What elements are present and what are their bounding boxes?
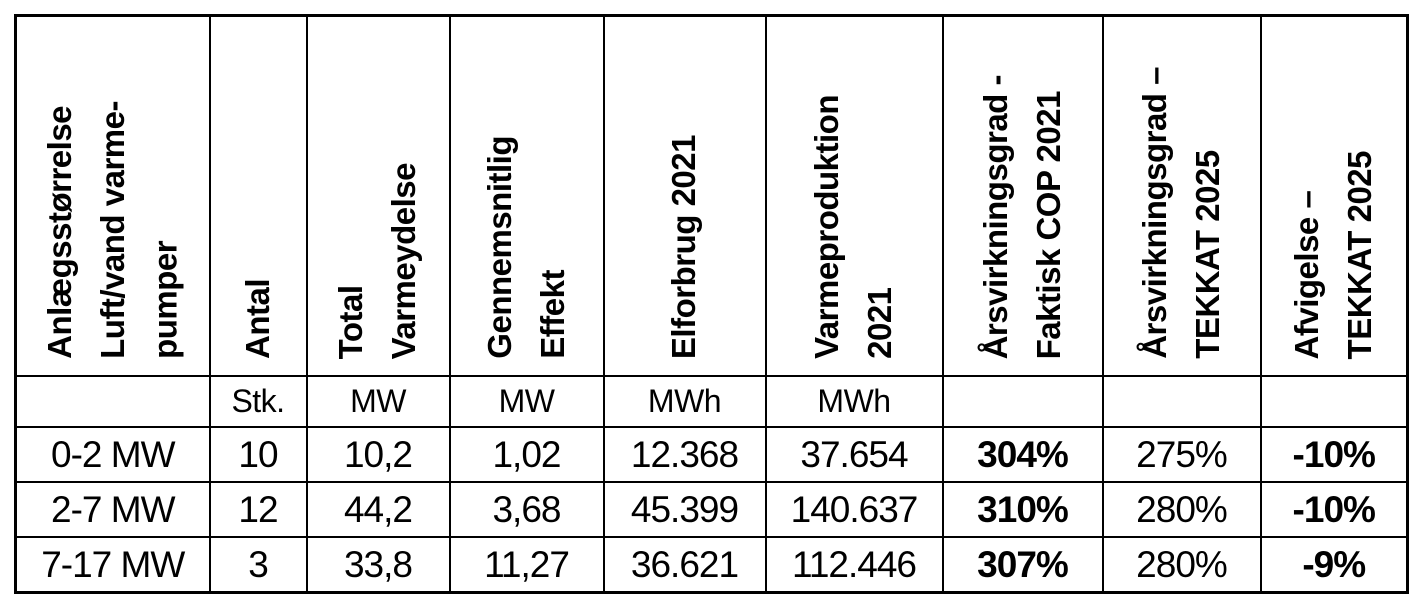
unit-cell-faktisk-cop <box>941 375 1104 428</box>
header-varmeproduktion-2021-label: Varmeproduktion 2021 <box>808 95 898 359</box>
header-aarsvirkningsgrad-faktisk-cop-2021-label: Årsvirkningsgrad - Faktisk COP 2021 <box>976 74 1067 359</box>
header-aarsvirkningsgrad-tekkat-2025: Årsvirkningsgrad – TEKKAT 2025 <box>1101 14 1262 377</box>
header-plant-size-label: Anlægsstørrelse Luft/vand varme- pumper <box>40 101 184 359</box>
unit-cell-plant-size <box>14 375 211 428</box>
cell-varmeproduktion: 140.637 <box>764 481 944 538</box>
cell-tekkat: 280% <box>1101 481 1262 538</box>
cell-total-varmeydelse: 44,2 <box>305 481 451 538</box>
unit-cell-tekkat <box>1101 375 1262 428</box>
header-aarsvirkningsgrad-tekkat-2025-label: Årsvirkningsgrad – TEKKAT 2025 <box>1135 67 1226 359</box>
header-plant-size: Anlægsstørrelse Luft/vand varme- pumper <box>14 14 211 377</box>
header-total-varmeydelse-label: Total Varmeydelse <box>332 162 422 359</box>
cell-antal: 10 <box>208 426 308 483</box>
cell-plant-size: 7-17 MW <box>14 536 211 594</box>
cell-gennemsnitlig-effekt: 1,02 <box>448 426 605 483</box>
cell-gennemsnitlig-effekt: 3,68 <box>448 481 605 538</box>
cell-afvigelse: -9% <box>1259 536 1409 594</box>
cell-antal: 12 <box>208 481 308 538</box>
units-row: Stk. MW MW MWh MWh <box>14 375 1409 428</box>
unit-cell-antal: Stk. <box>208 375 308 428</box>
data-row-2-7-mw: 2-7 MW 12 44,2 3,68 45.399 140.637 310% … <box>14 481 1409 538</box>
unit-cell-gennemsnitlig-effekt: MW <box>448 375 605 428</box>
header-row: Anlægsstørrelse Luft/vand varme- pumper … <box>14 14 1409 377</box>
unit-cell-afvigelse <box>1259 375 1409 428</box>
data-row-0-2-mw: 0-2 MW 10 10,2 1,02 12.368 37.654 304% 2… <box>14 426 1409 483</box>
cell-plant-size: 0-2 MW <box>14 426 211 483</box>
header-elforbrug-2021: Elforbrug 2021 <box>602 14 767 377</box>
header-antal-label: Antal <box>238 279 276 359</box>
cell-afvigelse: -10% <box>1259 481 1409 538</box>
cell-faktisk-cop: 307% <box>941 536 1104 594</box>
cell-elforbrug: 12.368 <box>602 426 767 483</box>
cell-elforbrug: 36.621 <box>602 536 767 594</box>
cell-varmeproduktion: 37.654 <box>764 426 944 483</box>
header-total-varmeydelse: Total Varmeydelse <box>305 14 451 377</box>
cell-tekkat: 280% <box>1101 536 1262 594</box>
cell-total-varmeydelse: 33,8 <box>305 536 451 594</box>
data-row-7-17-mw: 7-17 MW 3 33,8 11,27 36.621 112.446 307%… <box>14 536 1409 594</box>
header-afvigelse-tekkat-2025: Afvigelse – TEKKAT 2025 <box>1259 14 1409 377</box>
header-varmeproduktion-2021: Varmeproduktion 2021 <box>764 14 944 377</box>
cell-gennemsnitlig-effekt: 11,27 <box>448 536 605 594</box>
heat-pump-table: Anlægsstørrelse Luft/vand varme- pumper … <box>14 14 1409 594</box>
cell-varmeproduktion: 112.446 <box>764 536 944 594</box>
unit-cell-elforbrug: MWh <box>602 375 767 428</box>
header-gennemsnitlig-effekt: Gennemsnitlig Effekt <box>448 14 605 377</box>
header-elforbrug-2021-label: Elforbrug 2021 <box>665 134 703 359</box>
cell-faktisk-cop: 310% <box>941 481 1104 538</box>
cell-tekkat: 275% <box>1101 426 1262 483</box>
cell-elforbrug: 45.399 <box>602 481 767 538</box>
header-aarsvirkningsgrad-faktisk-cop-2021: Årsvirkningsgrad - Faktisk COP 2021 <box>941 14 1104 377</box>
cell-plant-size: 2-7 MW <box>14 481 211 538</box>
cell-total-varmeydelse: 10,2 <box>305 426 451 483</box>
unit-cell-total-varmeydelse: MW <box>305 375 451 428</box>
header-afvigelse-tekkat-2025-label: Afvigelse – TEKKAT 2025 <box>1287 150 1378 359</box>
header-antal: Antal <box>208 14 308 377</box>
header-gennemsnitlig-effekt-label: Gennemsnitlig Effekt <box>480 136 571 359</box>
cell-afvigelse: -10% <box>1259 426 1409 483</box>
cell-antal: 3 <box>208 536 308 594</box>
unit-cell-varmeproduktion: MWh <box>764 375 944 428</box>
cell-faktisk-cop: 304% <box>941 426 1104 483</box>
